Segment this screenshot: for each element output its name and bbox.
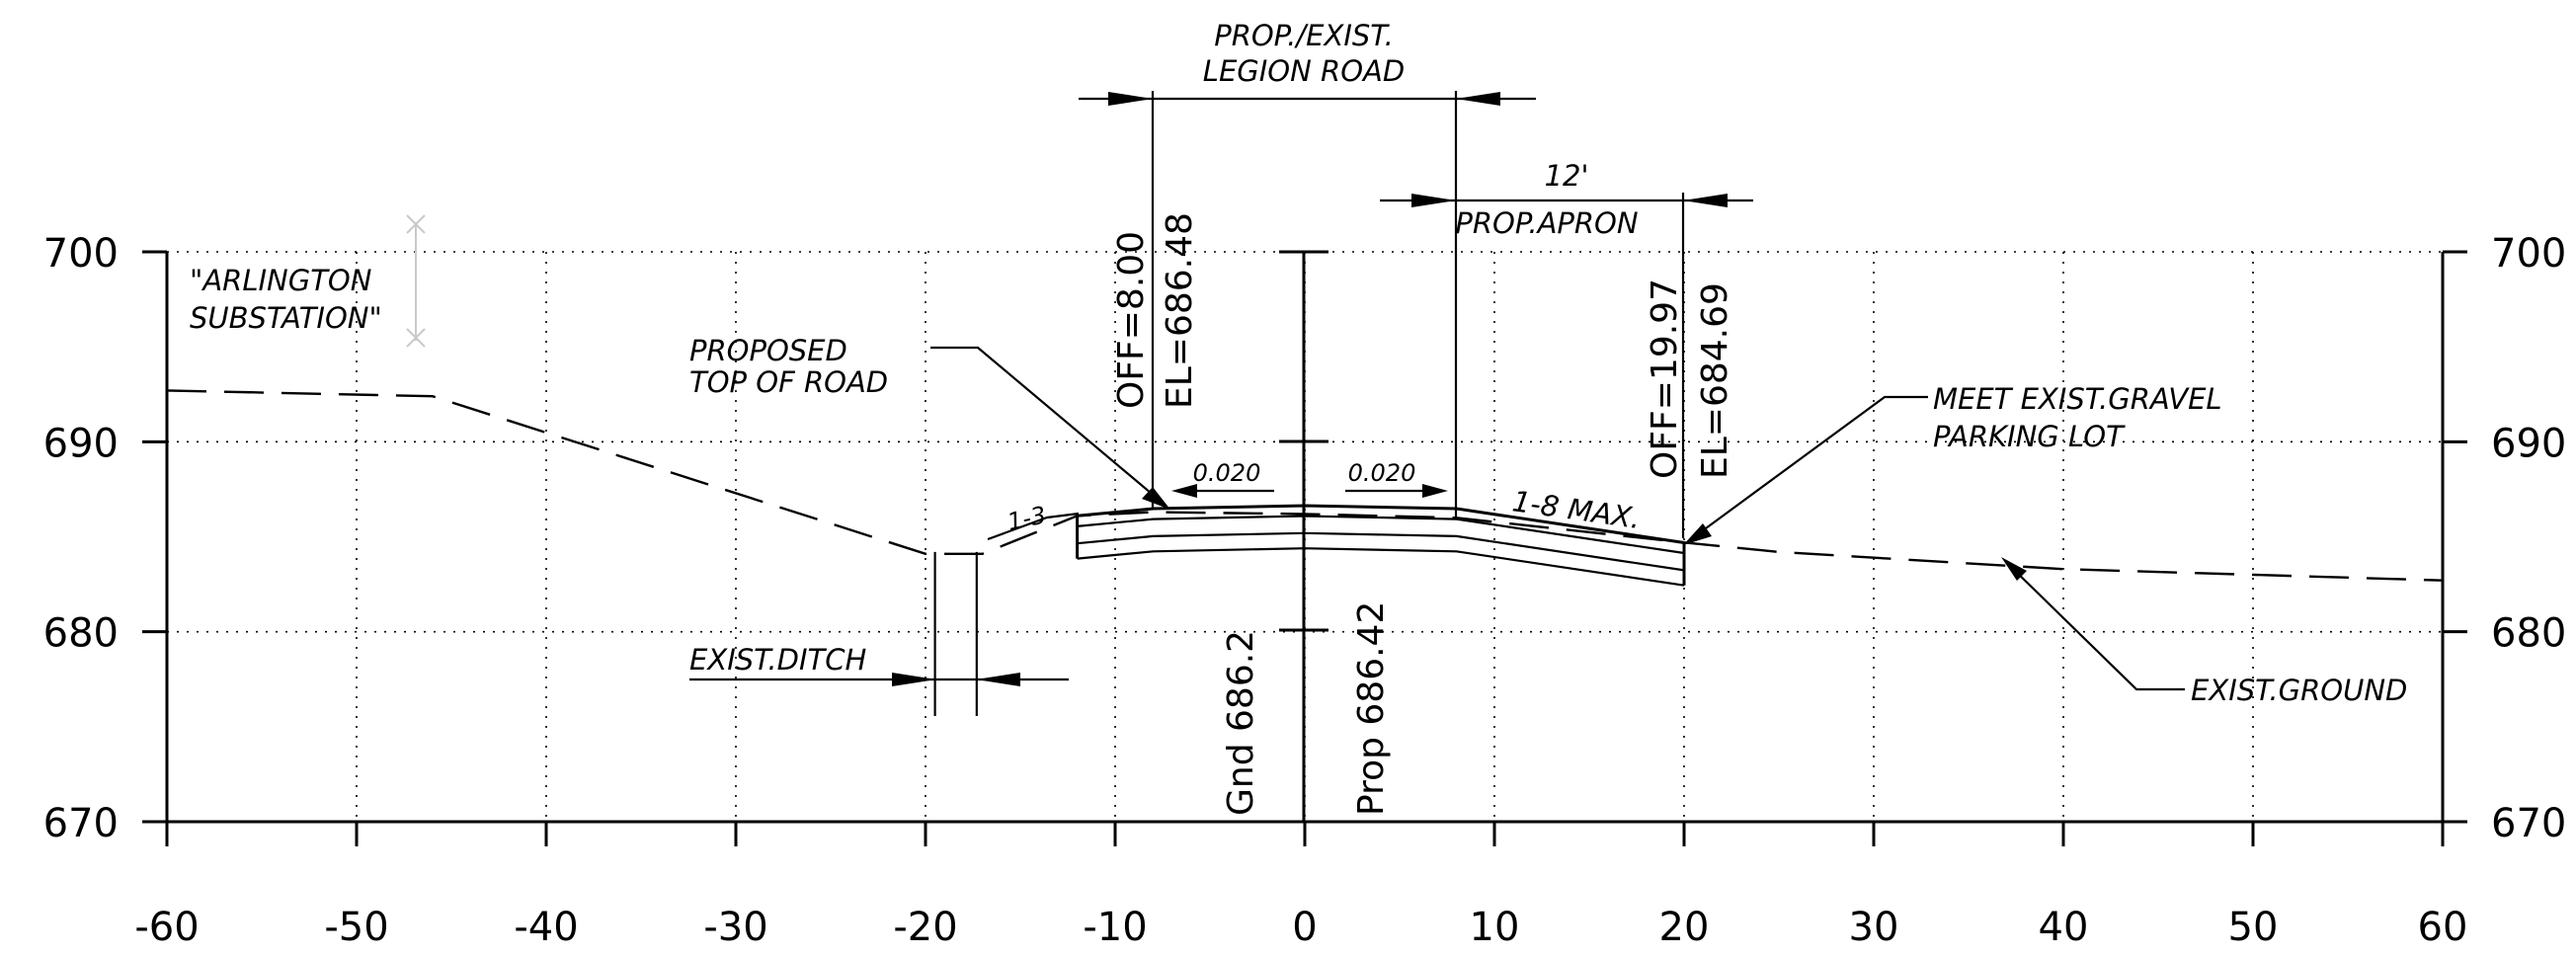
elevation-right-label: EL=684.69 xyxy=(1695,282,1735,479)
slope-1-3-leader xyxy=(987,512,1080,541)
road-title-line-1: PROP./EXIST. xyxy=(1214,19,1394,52)
x-tick-label: 40 xyxy=(2039,905,2089,950)
slope-right-arrow xyxy=(1345,484,1448,498)
x-tick-label: -30 xyxy=(703,905,767,950)
x-tick-label: 20 xyxy=(1659,905,1710,950)
x-tick-label: 0 xyxy=(1292,905,1317,950)
pavement-layer xyxy=(1077,547,1685,587)
x-axis-ticks: -60 -50 -40 -30 -20 -10 0 10 20 30 40 50 60 xyxy=(134,822,2467,950)
slope-left-arrow xyxy=(1171,484,1274,498)
meet-leader xyxy=(1683,395,1928,545)
y-tick-label-left: 670 xyxy=(43,801,119,846)
offset-left-label: OFF=8.00 xyxy=(1111,231,1152,409)
x-tick-label: -40 xyxy=(514,905,578,950)
slope-left-label: 0.020 xyxy=(1193,459,1261,487)
pavement-layer xyxy=(1077,504,1685,544)
pavement-layer xyxy=(1077,531,1685,572)
elevation-left-label: EL=686.48 xyxy=(1160,212,1200,409)
proposed-elevation-label: Prop 686.42 xyxy=(1351,601,1392,816)
proposed-label-line-2: TOP OF ROAD xyxy=(689,365,888,399)
slope-right-label: 0.020 xyxy=(1348,459,1416,487)
substation-label-line-2: SUBSTATION" xyxy=(190,301,382,335)
offset-right-label: OFF=19.97 xyxy=(1645,279,1685,479)
ground-label: EXIST.GROUND xyxy=(2191,674,2407,707)
ground-elevation-label: Gnd 686.2 xyxy=(1221,630,1261,816)
ditch-dimension xyxy=(689,673,1069,686)
x-tick-label: 60 xyxy=(2418,905,2468,950)
y-tick-label-right: 670 xyxy=(2491,801,2566,846)
ground-leader xyxy=(2001,557,2185,691)
apron-dimension xyxy=(1380,193,1753,538)
x-tick-label: -20 xyxy=(893,905,957,950)
x-tick-label: -50 xyxy=(324,905,388,950)
x-tick-label: 10 xyxy=(1470,905,1520,950)
proposed-leader xyxy=(930,346,1170,510)
y-tick-label-left: 680 xyxy=(43,611,119,657)
y-tick-label-right: 700 xyxy=(2491,231,2566,277)
apron-width-label: 12' xyxy=(1545,159,1589,193)
x-tick-label: 30 xyxy=(1849,905,1899,950)
x-tick-label: -60 xyxy=(134,905,199,950)
ditch-label: EXIST.DITCH xyxy=(689,643,866,677)
meet-label-line-1: MEET EXIST.GRAVEL xyxy=(1933,382,2222,416)
y-tick-label-right: 680 xyxy=(2491,611,2566,657)
road-title-line-2: LEGION ROAD xyxy=(1203,54,1405,88)
y-axis-ticks: 700 690 680 670 700 690 680 670 xyxy=(43,231,2567,846)
x-tick-label: 50 xyxy=(2228,905,2279,950)
existing-ground-line xyxy=(166,389,2444,582)
pavement-layer xyxy=(1077,515,1685,555)
substation-markers xyxy=(406,214,426,348)
apron-label: PROP.APRON xyxy=(1455,206,1638,240)
proposed-pavement xyxy=(1076,504,1686,587)
existing-ditch xyxy=(933,551,978,717)
y-tick-label-left: 700 xyxy=(43,231,119,277)
centerline xyxy=(1279,250,1328,822)
proposed-label-line-1: PROPOSED xyxy=(689,334,847,367)
y-tick-label-left: 690 xyxy=(43,421,119,466)
substation-label-line-1: "ARLINGTON xyxy=(190,264,371,297)
meet-label-line-2: PARKING LOT xyxy=(1933,420,2126,453)
road-width-dimension xyxy=(1079,91,1536,518)
y-tick-label-right: 690 xyxy=(2491,421,2566,466)
x-tick-label: -10 xyxy=(1083,905,1147,950)
